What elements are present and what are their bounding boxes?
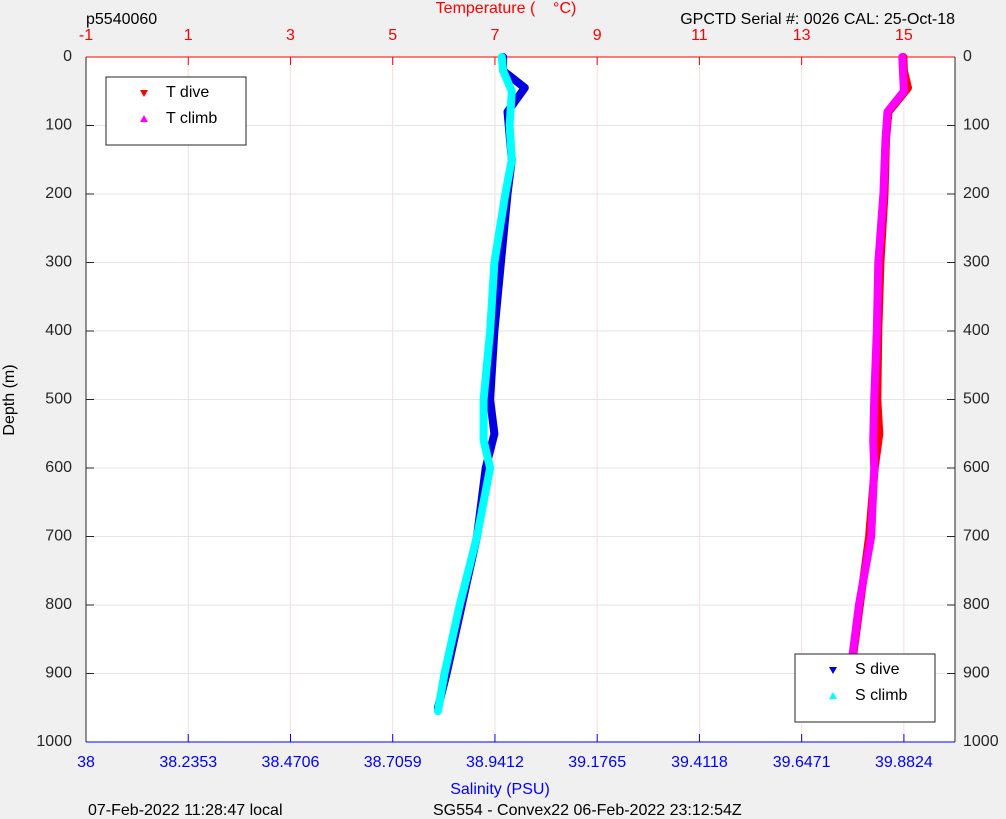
- y-tick-label: 900: [45, 665, 72, 682]
- y-tick-label: 600: [45, 459, 72, 476]
- y-tick-label: 700: [45, 528, 72, 545]
- x2-tick-label: 11: [691, 27, 708, 44]
- y-tick-label: 300: [963, 254, 990, 271]
- y-tick-label: 700: [963, 528, 990, 545]
- x-tick-label: 38.9412: [466, 754, 524, 771]
- y-tick-label: 600: [963, 459, 990, 476]
- top-axis-label: Temperature ( °C): [436, 0, 577, 17]
- x2-tick-label: 15: [895, 27, 913, 44]
- x-tick-label: 38.2353: [159, 754, 217, 771]
- footer-right: SG554 - Convex22 06-Feb-2022 23:12:54Z: [433, 802, 742, 819]
- x2-tick-label: 5: [388, 27, 397, 44]
- legend-box: [794, 653, 936, 723]
- x2-tick-label: 13: [793, 27, 811, 44]
- y-axis-label: Depth (m): [1, 364, 18, 435]
- x-tick-label: 38.4706: [262, 754, 320, 771]
- y-tick-label: 400: [963, 322, 990, 339]
- x-tick-label: 38.7059: [364, 754, 422, 771]
- x2-tick-label: 1: [184, 27, 193, 44]
- profile-line: [433, 53, 516, 716]
- legend-marker: [829, 667, 837, 674]
- y-tick-label: 1000: [963, 733, 999, 750]
- legend-label: T climb: [166, 110, 217, 127]
- y-tick-label: 400: [45, 322, 72, 339]
- y-tick-label: 800: [963, 596, 990, 613]
- legend-label: T dive: [166, 84, 209, 101]
- profile-line: [841, 53, 908, 716]
- x-tick-label: 38: [77, 754, 95, 771]
- legend-marker: [140, 90, 148, 97]
- legend-label: S dive: [855, 661, 900, 678]
- x-tick-label: 39.4118: [671, 754, 728, 771]
- y-tick-label: 900: [963, 665, 990, 682]
- y-tick-label: 200: [963, 185, 990, 202]
- legend-marker: [140, 115, 148, 122]
- legend-marker: [829, 692, 837, 699]
- x2-tick-label: 7: [490, 27, 499, 44]
- y-tick-label: 300: [45, 254, 72, 271]
- y-tick-label: 100: [963, 117, 990, 134]
- chart-title: p5540060: [86, 11, 157, 28]
- x-tick-label: 39.8824: [875, 754, 933, 771]
- subtitle: GPCTD Serial #: 0026 CAL: 25-Oct-18: [680, 11, 955, 28]
- bottom-axis-label: Salinity (PSU): [450, 781, 550, 798]
- x2-tick-label: 3: [286, 27, 295, 44]
- y-tick-label: 500: [45, 391, 72, 408]
- y-tick-label: 0: [963, 48, 972, 65]
- x-tick-label: 39.1765: [568, 754, 626, 771]
- footer-left: 07-Feb-2022 11:28:47 local: [88, 802, 283, 819]
- legend-label: S climb: [855, 687, 908, 704]
- y-tick-label: 800: [45, 596, 72, 613]
- y-tick-label: 200: [45, 185, 72, 202]
- y-tick-label: 0: [63, 48, 72, 65]
- y-tick-label: 500: [963, 391, 990, 408]
- x2-tick-label: -1: [79, 27, 93, 44]
- x2-tick-label: 9: [593, 27, 602, 44]
- y-tick-label: 1000: [36, 733, 72, 750]
- legend-box: [105, 76, 247, 146]
- y-tick-label: 100: [45, 117, 72, 134]
- x-tick-label: 39.6471: [773, 754, 831, 771]
